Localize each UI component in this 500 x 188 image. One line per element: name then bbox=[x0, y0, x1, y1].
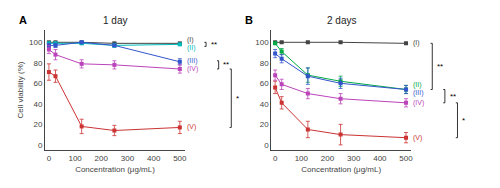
svg-text:80: 80 bbox=[33, 59, 42, 68]
svg-text:200: 200 bbox=[321, 154, 335, 163]
svg-text:**: ** bbox=[223, 60, 229, 69]
svg-text:(I): (I) bbox=[413, 39, 420, 47]
svg-text:500: 500 bbox=[399, 154, 413, 163]
svg-text:(III): (III) bbox=[413, 89, 424, 97]
svg-text:A: A bbox=[19, 14, 27, 26]
svg-text:**: ** bbox=[450, 92, 456, 101]
svg-text:100: 100 bbox=[255, 38, 269, 47]
svg-text:*: * bbox=[236, 94, 239, 103]
svg-text:B: B bbox=[245, 14, 253, 26]
svg-text:0: 0 bbox=[38, 141, 43, 150]
svg-text:1 day: 1 day bbox=[103, 15, 127, 26]
svg-text:20: 20 bbox=[260, 120, 269, 129]
svg-text:40: 40 bbox=[33, 100, 42, 109]
svg-text:80: 80 bbox=[260, 59, 269, 68]
svg-text:20: 20 bbox=[33, 120, 42, 129]
svg-text:(IV): (IV) bbox=[187, 65, 198, 73]
svg-text:0: 0 bbox=[273, 154, 278, 163]
svg-text:40: 40 bbox=[260, 100, 269, 109]
svg-text:200: 200 bbox=[95, 154, 109, 163]
svg-text:(I): (I) bbox=[187, 36, 194, 44]
svg-text:0: 0 bbox=[264, 141, 269, 150]
svg-text:2 days: 2 days bbox=[327, 15, 356, 26]
svg-text:**: ** bbox=[211, 40, 217, 49]
svg-text:Concentration (μg/mL): Concentration (μg/mL) bbox=[301, 165, 381, 174]
svg-text:Cell viability (%): Cell viability (%) bbox=[16, 61, 25, 118]
svg-text:(IV): (IV) bbox=[413, 99, 424, 107]
svg-text:100: 100 bbox=[68, 154, 82, 163]
svg-text:Concentration (μg/mL): Concentration (μg/mL) bbox=[75, 165, 155, 174]
svg-text:**: ** bbox=[437, 62, 443, 71]
svg-text:(V): (V) bbox=[187, 123, 196, 131]
svg-text:300: 300 bbox=[121, 154, 135, 163]
svg-text:(V): (V) bbox=[413, 134, 422, 142]
svg-text:(III): (III) bbox=[187, 57, 198, 65]
svg-text:400: 400 bbox=[373, 154, 387, 163]
svg-text:400: 400 bbox=[147, 154, 161, 163]
svg-text:(II): (II) bbox=[413, 81, 422, 89]
svg-text:60: 60 bbox=[33, 79, 42, 88]
svg-text:100: 100 bbox=[295, 154, 309, 163]
svg-text:0: 0 bbox=[47, 154, 52, 163]
svg-text:(II): (II) bbox=[187, 44, 196, 52]
svg-text:100: 100 bbox=[29, 38, 43, 47]
svg-text:60: 60 bbox=[260, 79, 269, 88]
svg-text:300: 300 bbox=[347, 154, 361, 163]
svg-text:*: * bbox=[462, 116, 465, 125]
svg-text:500: 500 bbox=[173, 154, 187, 163]
